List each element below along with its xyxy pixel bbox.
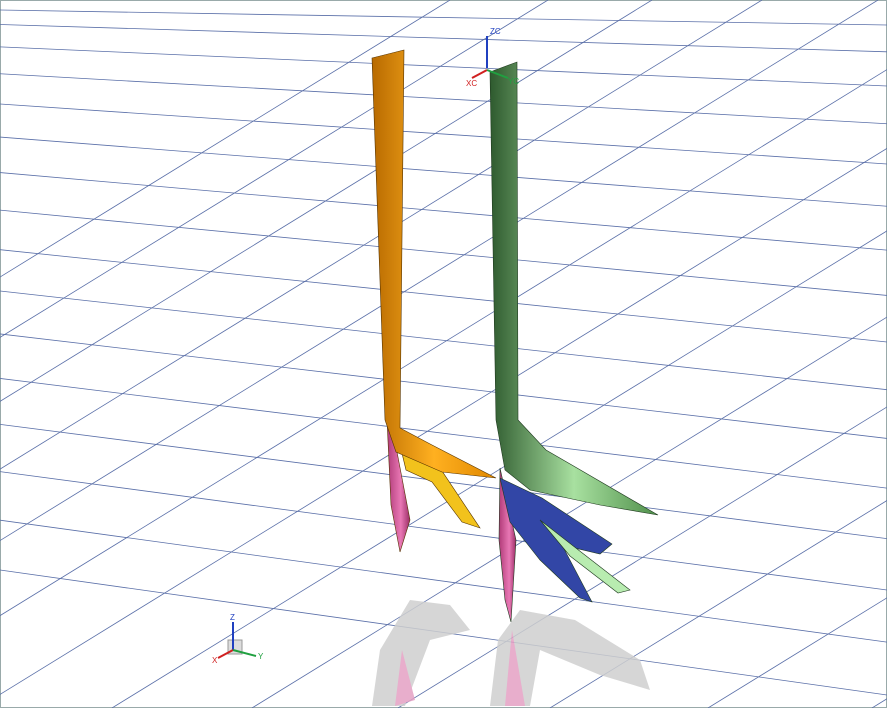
grid-line [0,290,887,391]
grid-line [0,519,887,643]
view-triad: Z X Y [212,613,264,665]
grid-line [549,500,887,708]
grid-line [0,46,887,87]
grid-line [0,136,887,207]
z-label: ZC [490,27,501,36]
grid-line [0,209,887,296]
grid-line [0,9,887,26]
blade-light-green [539,519,631,594]
grid-line [0,0,763,470]
shadows [372,600,650,706]
shadow [490,610,650,706]
y-label: Y [258,652,264,661]
wcs-triad: ZC XC YC [466,27,519,88]
grid-line [0,249,887,343]
grid-line [0,172,887,251]
shadow [372,600,470,706]
blade-orange [371,49,497,479]
part-right [489,61,659,623]
y-axis [486,69,509,79]
y-axis [232,649,257,657]
grid-line [0,0,451,278]
grid-line [0,471,887,591]
grid-line [111,230,887,708]
grid-line [0,333,887,439]
x-label: X [212,656,218,665]
grid-line [251,316,887,708]
x-axis [217,649,234,659]
shadow [395,650,415,706]
grid-line [0,103,887,165]
grid-line [0,24,887,53]
shadow [505,630,525,706]
blade-green [489,61,659,516]
y-label: YC [508,77,519,86]
grid-line [0,0,549,338]
grid-line [0,0,653,402]
x-axis [471,69,488,79]
grid-line [397,406,887,708]
part-left [371,49,497,553]
grid-line [0,73,887,125]
x-label: XC [466,79,477,88]
z-label: Z [230,613,235,622]
blade-blue [499,477,613,603]
grid-line [0,378,887,489]
blade-pink [498,467,517,623]
